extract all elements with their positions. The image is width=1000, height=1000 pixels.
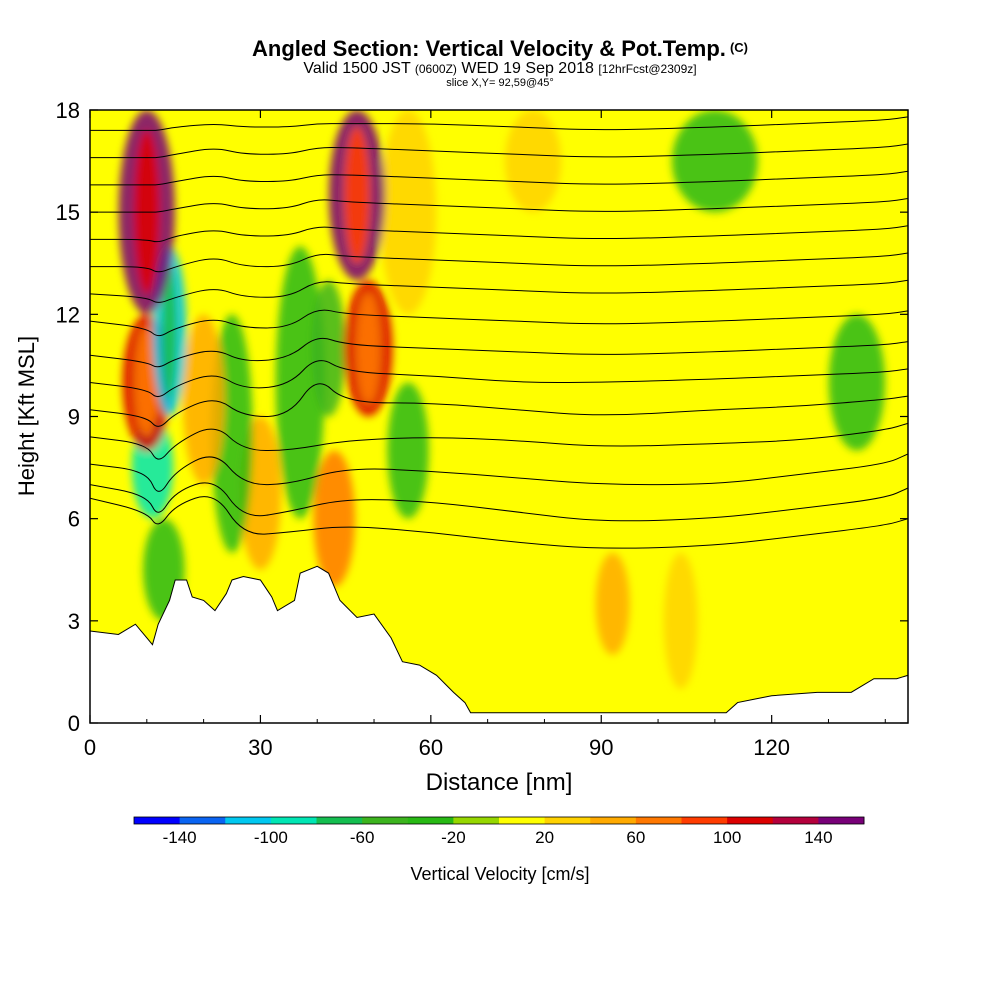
colorbar: -140 -100 -60 -20 20 60 100 140: [133, 816, 865, 847]
y-tick-label-6: 6: [68, 507, 80, 532]
colorbar-swatch-7: [453, 817, 500, 824]
velocity-feature-10: [671, 110, 758, 213]
x-tick-label-60: 60: [419, 735, 443, 760]
x-tick-label-90: 90: [589, 735, 613, 760]
colorbar-swatch-13: [727, 817, 774, 824]
colorbar-tick-label-20: 20: [535, 828, 554, 847]
chart-subtitle: Valid 1500 JST (0600Z) WED 19 Sep 2018 […: [0, 60, 1000, 78]
velocity-feature-13: [311, 280, 346, 417]
y-tick-label-12: 12: [56, 302, 80, 327]
terrain: [90, 565, 908, 723]
velocity-feature-7: [595, 552, 630, 655]
colorbar-swatch-0: [134, 817, 181, 824]
colorbar-swatch-4: [316, 817, 363, 824]
theta-contour-38: [90, 360, 908, 398]
forecast-tag: [12hrFcst@2309z]: [598, 62, 697, 76]
slice-info: slice X,Y= 92,59@45°: [446, 77, 554, 89]
colorbar-swatch-6: [407, 817, 454, 824]
theta-contour-46: [90, 252, 908, 273]
colorbar-tick-label--140: -140: [163, 828, 197, 847]
colorbar-tick-label--60: -60: [350, 828, 375, 847]
velocity-feature-0: [828, 314, 886, 451]
velocity-feature-1: [379, 110, 437, 315]
colorbar-swatch-14: [772, 817, 819, 824]
y-tick-label-15: 15: [56, 200, 80, 225]
plot-area: [90, 110, 908, 723]
colorbar-swatch-2: [225, 817, 272, 824]
colorbar-tick-label-60: 60: [626, 828, 645, 847]
colorbar-tick-label--100: -100: [254, 828, 288, 847]
colorbar-swatch-10: [590, 817, 637, 824]
x-tick-label-0: 0: [84, 735, 96, 760]
valid-date: WED 19 Sep 2018: [461, 60, 594, 77]
theta-contour-48: [90, 225, 908, 243]
y-axis-label: Height [Kft MSL]: [14, 336, 39, 496]
chart-title-unit-tag: (C): [729, 40, 748, 55]
y-tick-label-18: 18: [56, 98, 80, 123]
y-tick-label-3: 3: [68, 609, 80, 634]
theta-contour-34: [90, 422, 908, 460]
x-axis-label: Distance [nm]: [426, 769, 573, 796]
colorbar-swatch-3: [270, 817, 317, 824]
theta-contour-36: [90, 383, 908, 427]
theta-contour-52: [90, 170, 908, 186]
chart-title: Angled Section: Vertical Velocity & Pot.…: [0, 36, 1000, 62]
colorbar-tick-label-100: 100: [713, 828, 741, 847]
axes: 0 30 60 90 120 0 3 6 9 12 15 18: [56, 98, 908, 760]
velocity-feature-12: [313, 450, 356, 587]
y-tick-label-0: 0: [68, 711, 80, 736]
colorbar-swatch-1: [179, 817, 226, 824]
theta-contour-56: [90, 116, 908, 131]
valid-utc: (0600Z): [414, 62, 457, 76]
colorbar-swatch-15: [818, 817, 865, 824]
colorbar-label: Vertical Velocity [cm/s]: [410, 864, 589, 884]
x-tick-label-30: 30: [248, 735, 272, 760]
velocity-feature-2: [504, 110, 562, 213]
theta-contour-44: [90, 279, 908, 303]
colorbar-swatch-8: [499, 817, 546, 824]
colorbar-tick-label--20: -20: [441, 828, 466, 847]
theta-contours: [90, 116, 908, 549]
velocity-feature-4: [275, 246, 325, 519]
velocity-feature-core-16: [357, 293, 380, 403]
colorbar-swatch-5: [362, 817, 409, 824]
theta-contour-32: [90, 453, 908, 492]
velocity-feature-11: [182, 314, 225, 485]
colorbar-frame: [133, 816, 865, 825]
valid-prefix: Valid 1500 JST: [303, 60, 411, 77]
theta-contour-50: [90, 198, 908, 213]
colorbar-tick-label-140: 140: [804, 828, 832, 847]
chart-title-main: Angled Section: Vertical Velocity & Pot.…: [252, 36, 726, 61]
velocity-feature-core-15: [135, 327, 158, 437]
velocity-feature-5: [387, 382, 429, 519]
colorbar-swatch-12: [681, 817, 728, 824]
colorbar-swatch-11: [635, 817, 682, 824]
velocity-feature-3: [663, 552, 698, 689]
theta-contour-40: [90, 337, 908, 368]
theta-contour-28: [90, 496, 908, 549]
theta-contour-54: [90, 143, 908, 159]
x-tick-label-120: 120: [753, 735, 790, 760]
theta-contour-30: [90, 482, 908, 522]
colorbar-swatch-9: [544, 817, 591, 824]
theta-contour-42: [90, 309, 908, 337]
y-tick-label-9: 9: [68, 405, 80, 430]
